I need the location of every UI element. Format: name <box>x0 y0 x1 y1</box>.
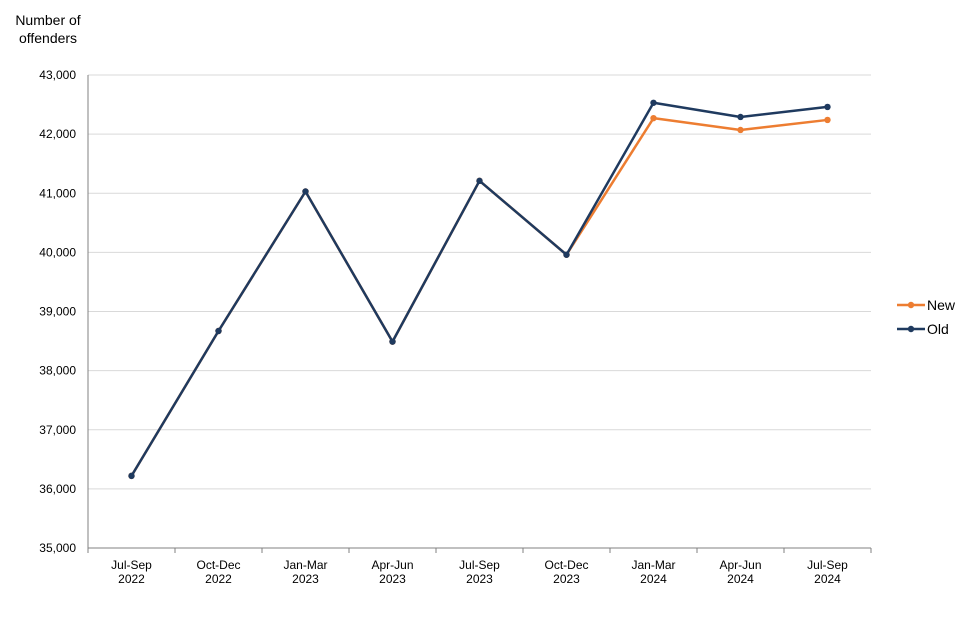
data-point-old <box>824 103 831 111</box>
data-point-old <box>737 113 744 121</box>
x-tick-label: 2023 <box>466 572 493 586</box>
y-tick-label: 38,000 <box>39 364 76 378</box>
x-tick-label: Jul-Sep <box>459 558 500 572</box>
gridlines <box>88 74 871 490</box>
data-point-new <box>824 116 831 124</box>
x-tick-label: Apr-Jun <box>371 558 413 572</box>
x-tick-label: Apr-Jun <box>719 558 761 572</box>
data-point-old <box>302 188 309 195</box>
x-tick-label: 2023 <box>292 572 319 586</box>
x-tick-label: Jul-Sep <box>807 558 848 572</box>
data-point-old <box>476 177 483 185</box>
y-axis-title-line-1: Number of <box>15 12 80 28</box>
y-tick-label: 40,000 <box>39 245 76 259</box>
data-point-old <box>215 327 222 335</box>
legend-item-old: Old <box>897 321 949 337</box>
series-old <box>128 99 831 480</box>
data-point-old <box>563 251 570 258</box>
x-tick-label: 2022 <box>118 572 145 586</box>
data-point-new <box>650 114 657 122</box>
x-tick-label: 2023 <box>379 572 406 586</box>
y-tick-label: 41,000 <box>39 186 76 200</box>
y-tick-label: 36,000 <box>39 482 76 496</box>
legend-swatch-marker <box>907 325 915 333</box>
legend-swatch-marker <box>907 301 915 309</box>
x-tick-label: 2024 <box>640 572 667 586</box>
y-tick-label: 39,000 <box>39 305 76 319</box>
x-tick-label: 2024 <box>814 572 841 586</box>
series-new <box>128 114 831 480</box>
data-point-old <box>128 472 135 480</box>
legend-label: New <box>927 297 956 313</box>
legend-label: Old <box>927 321 949 337</box>
series-line-old <box>130 101 829 478</box>
x-tick-label: Oct-Dec <box>544 558 588 572</box>
y-tick-label: 42,000 <box>39 127 76 141</box>
legend-item-new: New <box>897 297 956 313</box>
x-tick-label: 2022 <box>205 572 232 586</box>
series-lines <box>128 99 831 480</box>
x-tick-label: 2024 <box>727 572 754 586</box>
x-tick-label: Jan-Mar <box>283 558 327 572</box>
legend: New Old <box>897 297 956 337</box>
y-tick-label: 35,000 <box>39 541 76 555</box>
data-point-old <box>389 338 396 345</box>
data-point-old <box>650 99 657 106</box>
y-tick-label: 37,000 <box>39 423 76 437</box>
y-axis-title-line-2: offenders <box>19 30 77 46</box>
series-line-new <box>130 116 829 478</box>
axes: 35,000 36,000 37,000 38,000 39,000 40,000 41,0… <box>39 68 872 586</box>
data-point-new <box>737 126 744 134</box>
y-tick-label: 43,000 <box>39 68 76 82</box>
x-tick-label: Jan-Mar <box>631 558 675 572</box>
x-tick-label: Oct-Dec <box>196 558 240 572</box>
x-tick-label: 2023 <box>553 572 580 586</box>
x-tick-label: Jul-Sep <box>111 558 152 572</box>
